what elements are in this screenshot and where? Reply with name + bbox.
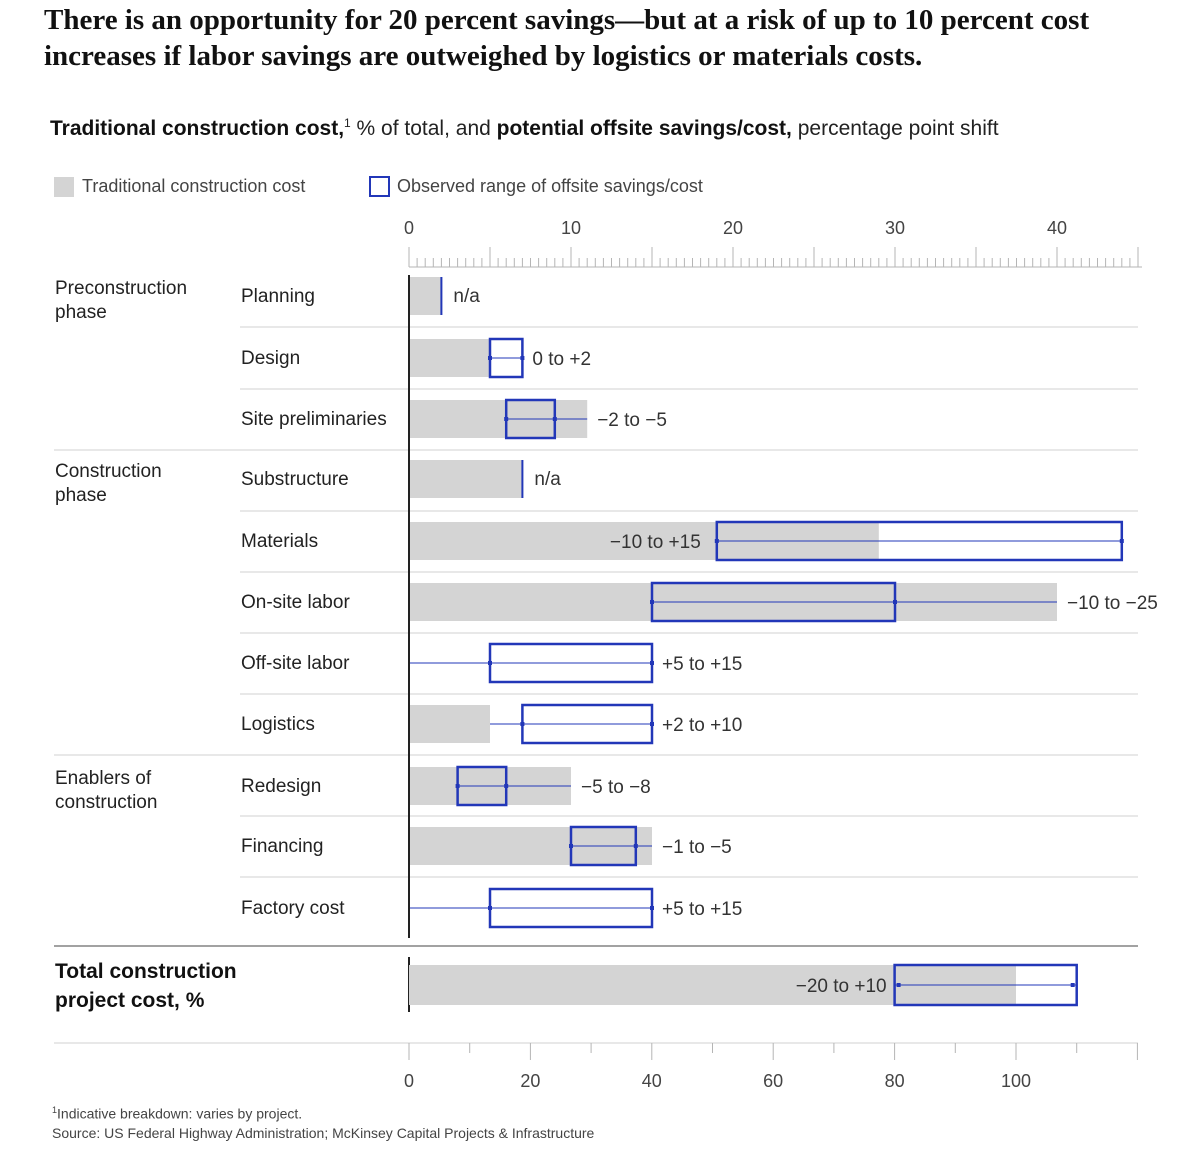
range-end-marker [650,661,654,665]
row-label: Redesign [241,776,321,797]
legend-label-traditional: Traditional construction cost [82,176,306,196]
bottom-axis-tick-label: 80 [885,1071,905,1091]
total-label: Total construction [55,960,237,983]
range-end-marker [455,784,460,788]
row-label: Planning [241,286,315,307]
range-end-marker [650,600,654,604]
range-end-marker [488,356,492,360]
top-axis-tick-label: 40 [1047,218,1067,238]
range-label: +5 to +15 [662,654,742,675]
group-label: Preconstruction [55,278,187,299]
range-label: +5 to +15 [662,899,742,920]
row-label: Financing [241,836,323,857]
range-label: n/a [453,286,480,307]
row-label: Off-site labor [241,653,350,674]
range-end-marker [650,906,654,910]
range-label: −2 to −5 [597,410,667,431]
legend-swatch-grey [54,176,74,197]
chart-headline: There is an opportunity for 20 percent s… [44,4,1090,72]
row-label: Materials [241,531,318,552]
range-end-marker [552,417,557,421]
traditional-cost-bar [409,460,523,498]
range-label: 0 to +2 [532,349,591,370]
group-label: Construction [55,461,162,482]
top-axis-tick-label: 10 [561,218,581,238]
range-end-marker [569,844,573,848]
row-label: Substructure [241,469,349,490]
total-range-label: −20 to +10 [796,976,887,997]
range-label: −1 to −5 [662,837,732,858]
range-end-marker [488,906,492,910]
legend-item-observed: Observed range of offsite savings/cost [369,176,703,197]
bottom-axis-tick-label: 60 [763,1071,783,1091]
group-label: phase [55,302,107,323]
top-axis-tick-label: 0 [404,218,414,238]
legend-item-traditional: Traditional construction cost [54,176,305,197]
row-label: Factory cost [241,898,345,919]
traditional-cost-bar [409,277,442,315]
bottom-axis-tick-label: 0 [404,1071,414,1091]
subtitle-part-3: potential offsite savings/cost, [496,117,792,140]
range-end-marker [650,722,654,726]
range-end-marker [488,661,492,665]
traditional-cost-bar [409,339,490,377]
subtitle-part-1: Traditional construction cost, [50,117,345,140]
range-end-marker [1119,539,1124,543]
group-label: construction [55,792,157,813]
legend-swatch-blue [369,176,390,197]
row-label: Site preliminaries [241,409,387,430]
subtitle-part-2: % of total, and [350,117,497,140]
range-end-marker [520,356,525,360]
range-end-marker [1070,983,1075,987]
range-end-marker [633,844,638,848]
range-end-marker [504,784,509,788]
range-end-marker [896,983,901,987]
footnote: 1Indicative breakdown: varies by project… [52,1105,302,1122]
range-end-marker [714,539,719,543]
range-end-marker [893,600,897,604]
source-note: Source: US Federal Highway Administratio… [52,1125,595,1141]
range-end-marker [504,417,509,421]
footnote-text: Indicative breakdown: varies by project. [57,1105,303,1122]
total-label: project cost, % [55,989,205,1012]
traditional-cost-bar [409,705,490,743]
bottom-axis-tick-label: 100 [1001,1071,1031,1091]
range-end-marker [520,722,525,726]
chart-subtitle: Traditional construction cost,1 % of tot… [50,116,999,141]
subtitle-footnote-mark: 1 [344,116,351,130]
group-label: phase [55,485,107,506]
footnote-mark: 1 [52,1105,58,1115]
bottom-axis-tick-label: 20 [520,1071,540,1091]
range-label: n/a [534,469,561,490]
legend-label-observed: Observed range of offsite savings/cost [397,176,703,196]
bottom-axis-tick-label: 40 [642,1071,662,1091]
top-axis-tick-label: 20 [723,218,743,238]
row-label: On-site labor [241,592,350,613]
range-label: −10 to +15 [610,532,701,553]
range-label: +2 to +10 [662,715,742,736]
range-label: −5 to −8 [581,777,651,798]
top-axis-tick-label: 30 [885,218,905,238]
group-label: Enablers of [55,768,152,789]
row-label: Logistics [241,714,315,735]
range-label: −10 to −25 [1067,593,1158,614]
row-label: Design [241,348,300,369]
subtitle-part-4: percentage point shift [791,117,999,140]
